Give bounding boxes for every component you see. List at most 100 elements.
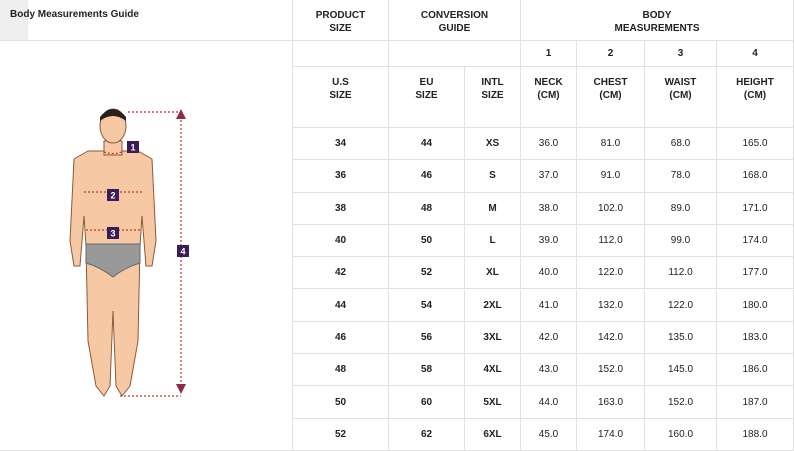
table-cell-text: 152.0 [597,364,624,376]
table-cell: 46 [293,321,389,355]
table-cell-text: 56 [420,331,433,343]
marker-label: 2 [110,191,115,201]
column-number-text: 3 [677,48,684,59]
table-cell: 145.0 [645,354,717,387]
table-cell-text: 40.0 [538,267,559,279]
table-cell-text: 52 [334,428,347,440]
table-cell-text: 52 [420,267,433,279]
column-number-text: 1 [545,48,552,59]
table-cell: 40 [293,224,389,258]
table-cell: 91.0 [577,160,645,193]
table-cell: 60 [389,386,465,419]
table-cell: 36.0 [521,128,577,161]
table-cell: 37.0 [521,160,577,193]
table-cell: 52 [293,418,389,451]
subheader: CHEST (CM) [577,67,645,128]
column-number: 1 [521,41,577,67]
table-cell-text: 135.0 [667,331,694,343]
table-cell: 142.0 [577,321,645,355]
table-cell: 38.0 [521,192,577,225]
subheader-text: EU [419,77,434,88]
header-cell-text: GUIDE [438,23,471,34]
table-cell: 36 [293,160,389,193]
briefs [85,243,141,278]
table-cell: 102.0 [577,192,645,225]
table-cell-text: 122.0 [667,299,694,311]
column-number-text: 2 [607,48,614,59]
table-cell: 44 [293,289,389,322]
empty-cell [293,41,389,67]
table-cell: 45.0 [521,418,577,451]
table-cell-text: 142.0 [597,331,624,343]
table-cell: XS [465,128,521,161]
table-cell-text: 174.0 [742,235,768,247]
table-cell: 174.0 [577,418,645,451]
table-cell-text: 187.0 [742,396,768,408]
table-cell-text: 60 [420,396,433,408]
table-cell-text: 188.0 [742,428,768,440]
table-cell: 52 [389,257,465,290]
table-cell: 112.0 [645,257,717,290]
subheader-text: SIZE [415,90,438,101]
table-cell-text: S [489,170,496,182]
table-cell: 171.0 [717,192,794,225]
table-cell: 163.0 [577,386,645,419]
empty-cell [389,41,521,67]
column-number-text: 4 [752,48,758,59]
table-cell-text: 45.0 [538,428,559,440]
table-cell: 48 [389,192,465,225]
marker-label: 1 [130,143,135,153]
column-number: 3 [645,41,717,67]
table-cell: 135.0 [645,321,717,355]
table-cell-text: 48 [420,202,433,214]
header-cell-text: SIZE [329,23,352,34]
header-cell-text: MEASUREMENTS [614,23,700,34]
table-cell: 177.0 [717,257,794,290]
hair [100,109,126,121]
marker-label: 3 [110,229,115,239]
subheader-text: CHEST [593,77,628,88]
table-cell-text: 152.0 [667,396,694,408]
subheader: INTL SIZE [465,67,521,128]
header-cell: PRODUCT SIZE [293,0,389,41]
table-cell-text: XL [486,267,499,279]
table-cell-text: 168.0 [742,170,768,182]
table-cell: 152.0 [645,386,717,419]
table-cell-text: 36.0 [538,138,559,150]
table-cell: 38 [293,192,389,225]
subheader-text: (CM) [599,90,622,101]
table-cell: 160.0 [645,418,717,451]
table-cell: 68.0 [645,128,717,161]
table-cell-text: 171.0 [742,202,768,214]
table-cell-text: 180.0 [742,299,768,311]
table-cell: 5XL [465,386,521,419]
table-cell-text: 132.0 [597,299,624,311]
table-cell: 89.0 [645,192,717,225]
table-cell-text: 42 [334,267,347,279]
table-cell-text: 42.0 [538,331,559,343]
table-cell: 6XL [465,418,521,451]
table-cell-text: 50 [420,235,433,247]
subheader-text: (CM) [669,90,692,101]
header-cell-text: PRODUCT [315,10,366,21]
marker-box [107,227,119,239]
table-cell-text: 37.0 [538,170,559,182]
table-cell-text: 78.0 [670,170,691,182]
table-cell: 188.0 [717,418,794,451]
table-cell: 122.0 [577,257,645,290]
marker-box [127,141,139,153]
table-cell: 56 [389,321,465,355]
subheader-text: INTL [481,77,504,88]
table-cell: 58 [389,354,465,387]
table-cell-text: 34 [334,138,347,150]
table-cell: 41.0 [521,289,577,322]
table-cell-text: XS [485,138,500,150]
table-cell-text: 43.0 [538,364,559,376]
table-cell: 48 [293,354,389,387]
column-number: 2 [577,41,645,67]
figure-cell: 1 2 3 4 [0,41,293,451]
table-cell-text: 68.0 [670,138,691,150]
column-number: 4 [717,41,794,67]
table-cell: 81.0 [577,128,645,161]
body-figure: 1 2 3 4 [69,108,189,397]
